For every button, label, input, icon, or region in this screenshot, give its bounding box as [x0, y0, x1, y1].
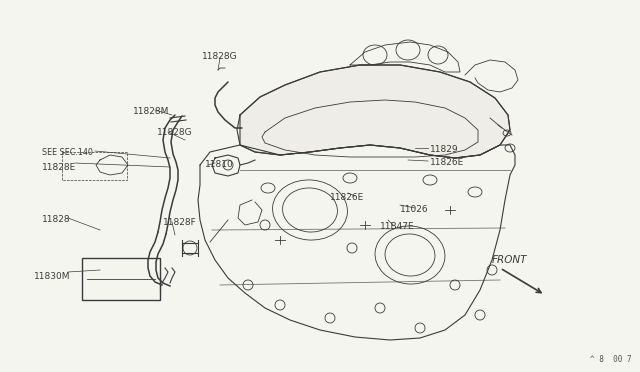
Polygon shape [240, 65, 510, 158]
Text: 11830M: 11830M [34, 272, 70, 281]
Bar [62, 152, 127, 180]
Text: 11829: 11829 [430, 145, 459, 154]
Text: 11828: 11828 [42, 215, 70, 224]
Bar [82, 258, 160, 300]
Text: 11828G: 11828G [157, 128, 193, 137]
Text: 11026: 11026 [400, 205, 429, 214]
Text: 11810: 11810 [205, 160, 234, 169]
Text: SEE SEC.140: SEE SEC.140 [42, 148, 93, 157]
Text: 11828E: 11828E [42, 163, 76, 172]
Text: ^ 8  00 7: ^ 8 00 7 [590, 355, 632, 364]
Text: 11828F: 11828F [163, 218, 196, 227]
Text: 11828G: 11828G [202, 52, 237, 61]
Text: 11826E: 11826E [330, 193, 364, 202]
Text: FRONT: FRONT [492, 255, 527, 265]
Text: 11826E: 11826E [430, 158, 464, 167]
Text: 11828M: 11828M [133, 107, 170, 116]
Text: 11B47E: 11B47E [380, 222, 415, 231]
